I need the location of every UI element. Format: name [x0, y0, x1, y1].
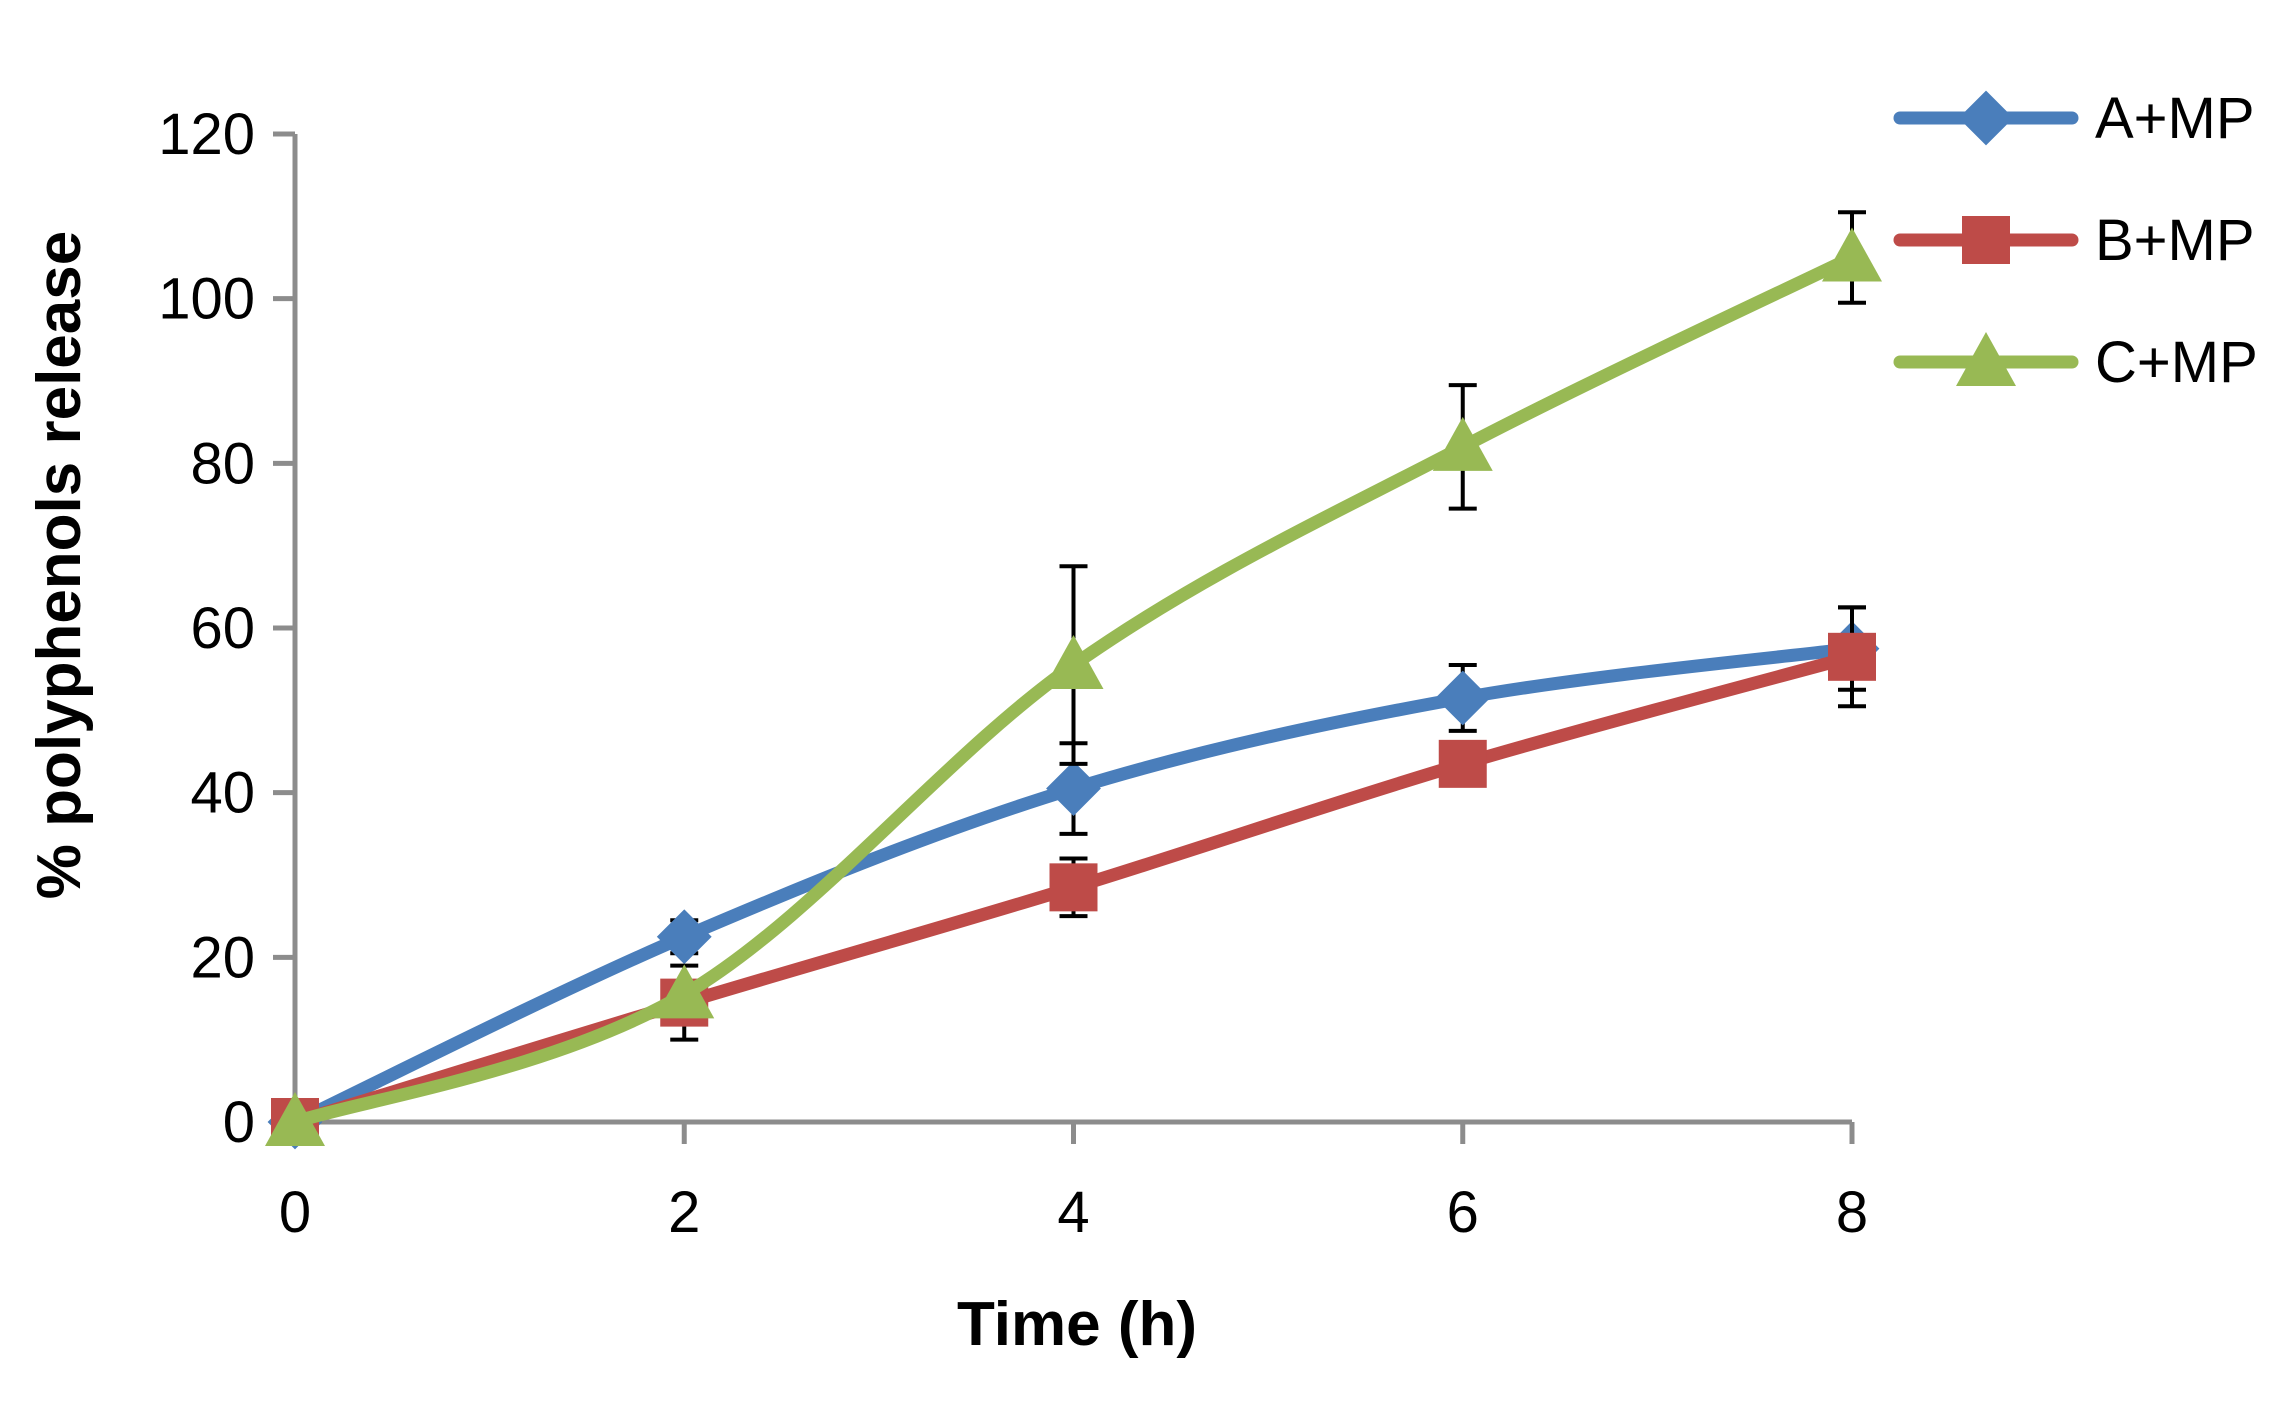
legend-marker-c-mp	[1956, 332, 2016, 386]
y-tick-label: 60	[190, 596, 255, 661]
legend-label-c-mp: C+MP	[2095, 330, 2258, 395]
y-tick-label: 80	[190, 431, 255, 496]
x-tick-label: 6	[1447, 1180, 1479, 1245]
data-point-a-mp	[1046, 761, 1101, 816]
data-point-c-mp	[1043, 635, 1104, 690]
data-point-b-mp	[1828, 632, 1876, 681]
y-tick-label: 40	[190, 761, 255, 826]
legend-item-b-mp: B+MP	[1893, 208, 2255, 273]
series-c-mp	[265, 210, 1882, 1146]
legend-label-b-mp: B+MP	[2095, 208, 2255, 273]
legend-marker-a-mp	[1958, 90, 2014, 146]
y-tick-label: 20	[190, 925, 255, 990]
data-point-c-mp	[1432, 416, 1493, 471]
y-tick-label: 100	[158, 267, 255, 332]
x-axis-title: Time (h)	[957, 1290, 1197, 1359]
y-tick-label: 120	[158, 102, 255, 167]
y-axis-title: % polyphenols release	[25, 231, 94, 899]
x-tick-label: 8	[1836, 1180, 1868, 1245]
data-point-c-mp	[265, 1092, 325, 1146]
x-tick-label: 2	[668, 1180, 700, 1245]
series-layer	[265, 210, 1882, 1150]
legend-marker-b-mp	[1962, 216, 2010, 264]
x-tick-label: 0	[279, 1180, 311, 1245]
legend-label-a-mp: A+MP	[2095, 86, 2255, 151]
y-tick-label: 0	[223, 1090, 255, 1155]
data-point-a-mp	[656, 909, 712, 965]
legend-item-c-mp: C+MP	[1893, 330, 2258, 395]
data-point-c-mp	[1822, 227, 1882, 282]
data-point-b-mp	[1049, 863, 1098, 912]
x-tick-label: 4	[1057, 1180, 1089, 1245]
data-point-c-mp	[654, 964, 715, 1019]
data-point-b-mp	[1438, 739, 1487, 788]
legend-item-a-mp: A+MP	[1893, 86, 2255, 151]
data-point-a-mp	[1435, 670, 1491, 726]
legend: A+MP B+MP C+MP	[1893, 86, 2258, 395]
axes: 0 20 40 60 80 100 120 0 2 4 6 8	[158, 102, 1868, 1245]
